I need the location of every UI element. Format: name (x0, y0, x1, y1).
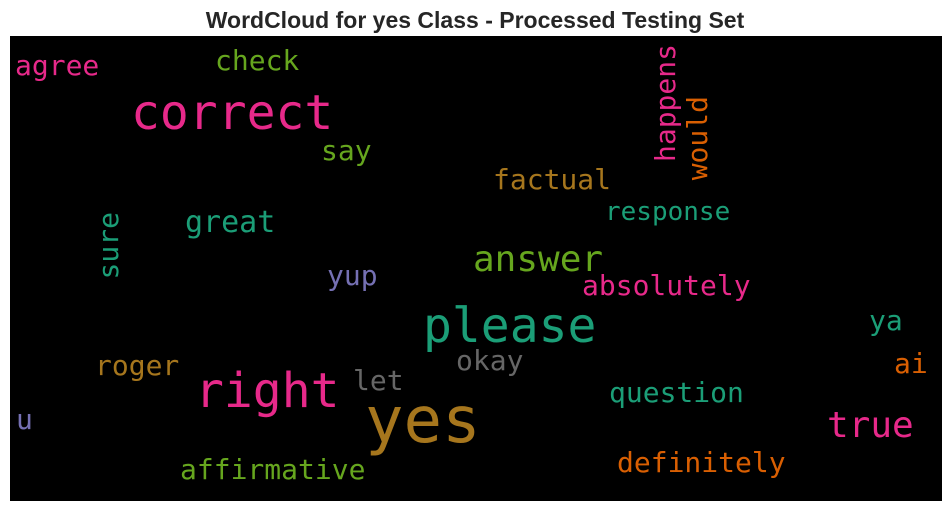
chart-title: WordCloud for yes Class - Processed Test… (205, 7, 745, 33)
word-response: response (605, 197, 731, 227)
word-true: true (827, 405, 914, 446)
word-answer: answer (473, 239, 604, 280)
word-please: please (423, 298, 597, 354)
word-u: u (16, 403, 33, 436)
word-ya: ya (869, 304, 903, 337)
word-ai: ai (894, 347, 928, 380)
word-affirmative: affirmative (180, 453, 366, 486)
word-yes: yes (365, 384, 481, 458)
word-cloud: yes please right correct answer true abs… (10, 36, 942, 501)
word-sure: sure (92, 212, 125, 280)
word-okay: okay (456, 344, 524, 377)
word-right: right (195, 363, 340, 419)
word-yup: yup (327, 259, 378, 292)
word-agree: agree (15, 49, 100, 82)
word-great: great (185, 205, 276, 240)
word-roger: roger (95, 349, 180, 382)
word-check: check (215, 44, 300, 77)
word-correct: correct (131, 85, 334, 141)
word-let: let (353, 364, 404, 397)
word-question: question (609, 376, 744, 409)
word-absolutely: absolutely (582, 269, 751, 302)
word-say: say (321, 134, 372, 167)
word-would: would (681, 96, 714, 181)
word-definitely: definitely (617, 446, 786, 479)
word-factual: factual (493, 163, 612, 196)
word-happens: happens (649, 44, 682, 163)
